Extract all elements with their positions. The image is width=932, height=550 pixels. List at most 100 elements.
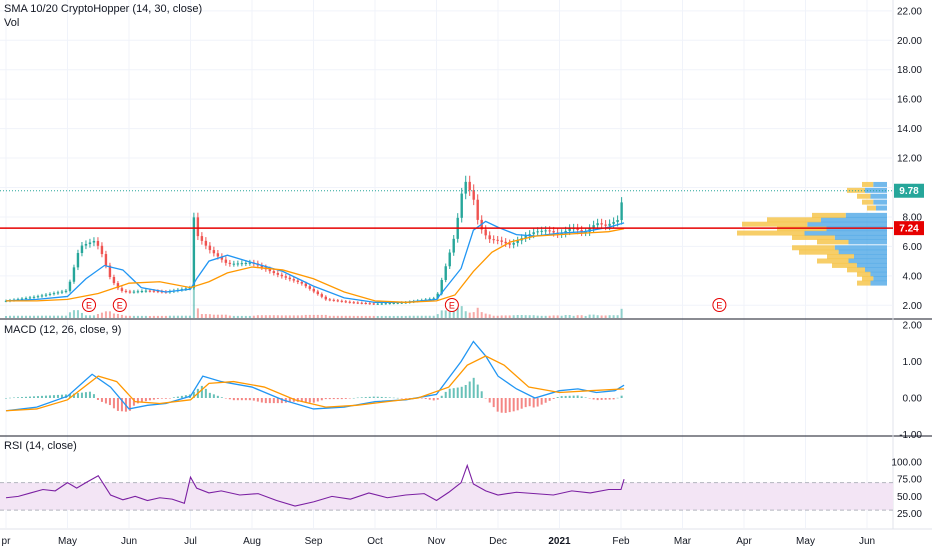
candle-body	[304, 283, 308, 287]
volume-bar	[300, 315, 303, 318]
volume-bar	[572, 315, 575, 318]
macd-histogram-bar	[340, 398, 343, 400]
candle-body	[212, 250, 216, 254]
macd-histogram-bar	[408, 398, 411, 399]
macd-histogram-bar	[372, 396, 375, 398]
macd-histogram-bar	[52, 395, 55, 398]
macd-histogram-bar	[608, 398, 611, 400]
macd-histogram-bar	[16, 397, 19, 398]
last-price-badge	[894, 183, 924, 198]
macd-histogram-bar	[220, 397, 223, 398]
volume-profile-bar	[847, 267, 865, 273]
candle-body	[500, 240, 503, 242]
price-legend[interactable]: SMA 10/20 CryptoHopper (14, 30, close)	[4, 3, 203, 15]
volume-bar	[476, 307, 479, 318]
volume-bar	[472, 312, 475, 318]
volume-bar	[5, 316, 7, 318]
candle-body	[272, 271, 276, 274]
candle-body	[548, 230, 551, 232]
price-tick-label: 8.00	[903, 212, 923, 223]
candle-body	[372, 303, 375, 305]
volume-bar	[448, 310, 451, 318]
volume-bar	[72, 310, 75, 318]
candle-body	[584, 231, 587, 233]
rsi-legend[interactable]: RSI (14, close)	[4, 440, 77, 452]
candle-body	[432, 298, 435, 300]
volume-bar	[196, 308, 199, 318]
volume-bar	[612, 315, 615, 318]
volume-bar	[568, 315, 571, 318]
candle-body	[328, 299, 331, 301]
volume-profile-bar	[767, 217, 821, 223]
candle-body	[600, 223, 603, 225]
macd-histogram-bar	[544, 398, 547, 403]
volume-bar	[616, 315, 619, 318]
macd-histogram-bar	[28, 396, 31, 398]
candle-body	[488, 235, 491, 240]
macd-histogram-bar	[424, 398, 427, 400]
macd-histogram-bar	[584, 397, 587, 398]
volume-bar	[456, 307, 459, 318]
macd-histogram-bar	[324, 398, 327, 400]
macd-histogram-bar	[232, 398, 235, 401]
macd-histogram-bar	[44, 395, 47, 398]
macd-histogram-bar	[76, 393, 79, 398]
macd-histogram-bar	[140, 398, 143, 403]
volume-legend[interactable]: Vol	[4, 17, 20, 29]
macd-legend[interactable]: MACD (12, 26, close, 9)	[4, 324, 122, 336]
macd-histogram-bar	[520, 398, 523, 409]
time-tick-label: Nov	[428, 536, 446, 547]
volume-profile-bar	[876, 205, 887, 211]
macd-histogram-bar	[496, 398, 499, 412]
candle-body	[84, 244, 88, 246]
volume-bar	[112, 313, 115, 318]
candle-body	[24, 297, 28, 299]
volume-bar	[152, 315, 155, 318]
volume-profile-bar	[867, 205, 876, 211]
volume-bar	[564, 315, 567, 318]
candle-body	[464, 181, 467, 194]
candle-body	[208, 245, 212, 251]
macd-histogram-bar	[464, 384, 467, 398]
candle-body	[248, 262, 252, 264]
candle-body	[240, 263, 244, 265]
volume-bar	[376, 315, 379, 318]
macd-histogram-bar	[476, 384, 479, 398]
time-tick-label: Feb	[612, 536, 630, 547]
candle-body	[188, 287, 192, 289]
macd-histogram-bar	[524, 398, 527, 408]
volume-bar	[148, 315, 151, 318]
volume-bar	[228, 315, 231, 318]
macd-histogram-bar	[448, 388, 451, 398]
volume-bar	[504, 315, 507, 318]
volume-profile-bar	[742, 221, 808, 227]
earnings-marker	[444, 298, 459, 312]
candle-body	[516, 240, 519, 243]
volume-profile-bar	[807, 221, 887, 227]
volume-bar	[212, 314, 215, 318]
volume-bar	[496, 315, 499, 318]
candle-body	[604, 224, 607, 226]
volume-bar	[220, 314, 223, 318]
candle-body	[268, 269, 272, 272]
candle-body	[452, 238, 455, 253]
candle-body	[344, 301, 347, 303]
macd-histogram-bar	[300, 398, 303, 403]
candle-body	[484, 229, 487, 236]
volume-bar	[180, 315, 183, 318]
macd-histogram-bar	[400, 398, 403, 399]
macd-histogram-bar	[620, 395, 623, 398]
volume-bar	[520, 315, 523, 318]
volume-profile-bar	[857, 280, 871, 286]
candle-body	[44, 294, 48, 296]
volume-bar	[68, 312, 71, 318]
candle-body	[184, 288, 188, 290]
macd-histogram-bar	[192, 391, 195, 398]
macd-histogram-bar	[24, 396, 27, 398]
candle-body	[448, 252, 451, 267]
macd-histogram-bar	[572, 395, 575, 398]
rsi-tick-label: 25.00	[897, 509, 922, 520]
candle-body	[296, 280, 300, 282]
volume-bar	[532, 315, 535, 318]
